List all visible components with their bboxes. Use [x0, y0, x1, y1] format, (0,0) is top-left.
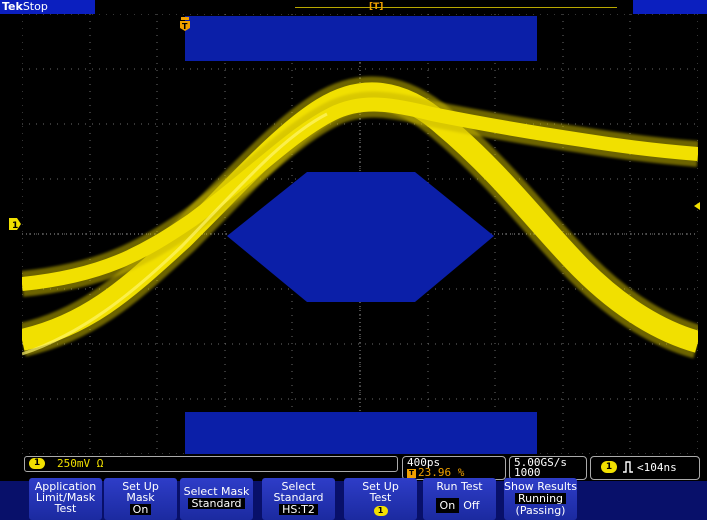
run-test-off[interactable]: Off — [463, 499, 480, 512]
trigger-position-badge-icon: T — [407, 468, 416, 478]
button-label: (Passing) — [515, 504, 566, 517]
button-label: Set Up — [122, 480, 159, 493]
trigger-level-marker-icon[interactable] — [692, 202, 700, 210]
pulse-width-trigger-icon — [623, 461, 633, 473]
set-up-test-button[interactable]: Set Up Test 1 — [344, 478, 417, 520]
button-label: Test — [369, 491, 392, 504]
record-view-line — [295, 7, 617, 8]
trigger-source-badge: 1 — [601, 461, 617, 473]
acquisition-readout[interactable]: 5.00GS/s 1000 points — [509, 456, 587, 489]
mask-top — [185, 16, 537, 61]
eye-diagram-trace — [22, 76, 698, 359]
channel-1-scale: 250mV Ω — [57, 457, 104, 470]
waveform-display — [22, 14, 698, 454]
button-label: Set Up — [362, 480, 399, 493]
application-limit-mask-test-button[interactable]: Application Limit/Mask Test — [29, 478, 102, 520]
button-value: Running — [514, 493, 567, 504]
show-results-button[interactable]: Show Results Running (Passing) — [504, 478, 577, 520]
channel-1-marker-icon[interactable]: 1 — [9, 218, 21, 230]
trigger-readout[interactable]: 1 <104ns — [590, 456, 700, 480]
acquisition-state: Stop — [22, 0, 48, 13]
run-test-toggle[interactable]: On Off — [435, 498, 484, 513]
mask-bottom — [185, 412, 537, 454]
button-label: Run Test — [436, 480, 483, 493]
button-label: Application — [34, 480, 97, 493]
trigger-condition: <104ns — [637, 461, 677, 474]
record-trigger-marker-icon: [T] — [369, 2, 384, 12]
button-value: Standard — [188, 498, 245, 509]
trigger-position: T 23.96 % — [407, 467, 464, 478]
channel-1-readout[interactable]: 1 250mV Ω — [24, 456, 398, 472]
waveform-graticule — [22, 14, 698, 454]
button-label: Test — [54, 502, 77, 515]
button-label: Standard — [273, 491, 324, 504]
set-up-mask-button[interactable]: Set Up Mask On — [104, 478, 177, 520]
button-value: HS:T2 — [279, 504, 318, 515]
button-label: Limit/Mask — [35, 491, 96, 504]
horizontal-readout[interactable]: 400ps T 23.96 % — [402, 456, 506, 480]
trigger-position-value: 23.96 % — [418, 466, 465, 479]
timebase-scale: 400ps — [407, 456, 441, 469]
select-standard-button[interactable]: Select Standard HS:T2 — [262, 478, 335, 520]
run-test-on[interactable]: On — [435, 498, 460, 513]
mask-center — [227, 172, 494, 302]
trigger-position-marker-icon[interactable]: T — [180, 17, 190, 31]
button-value: On — [129, 504, 152, 515]
run-test-button[interactable]: Run Test On Off — [423, 478, 496, 520]
button-label: Select — [281, 480, 316, 493]
channel-1-badge: 1 — [29, 458, 45, 469]
select-mask-button[interactable]: Select Mask Standard — [180, 478, 253, 520]
brand-label: Tek — [2, 0, 23, 13]
sample-rate: 5.00GS/s — [514, 456, 567, 469]
button-label: Mask — [126, 491, 155, 504]
svg-text:1: 1 — [12, 221, 18, 230]
status-header: TekStop [T] — [0, 0, 707, 14]
mask-regions — [185, 16, 537, 454]
button-label: Show Results — [504, 480, 577, 493]
record-view-bar: [T] — [95, 0, 633, 14]
channel-1-badge-icon: 1 — [373, 506, 388, 516]
button-label: Select Mask — [183, 485, 250, 498]
brand-state: TekStop — [2, 0, 48, 14]
svg-text:T: T — [182, 22, 188, 31]
